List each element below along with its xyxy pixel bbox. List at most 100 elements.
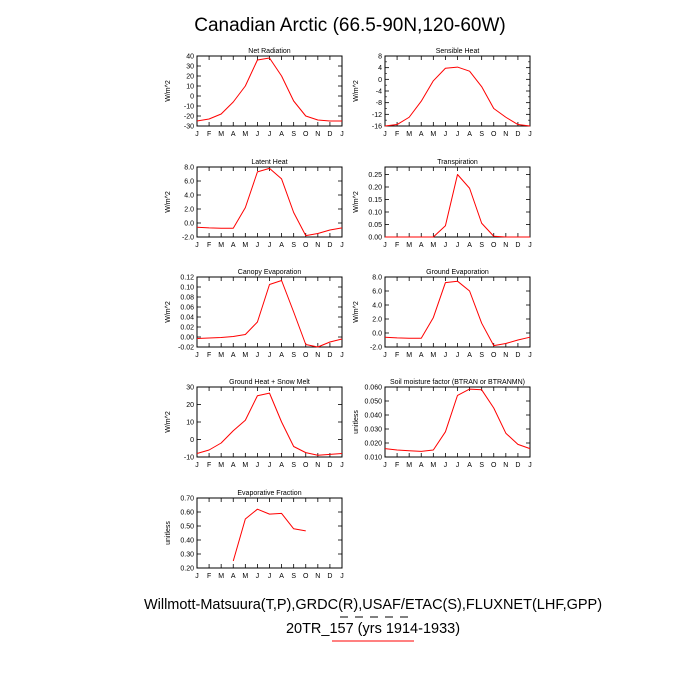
canopy-evaporation-xtick-label: N [315, 352, 320, 359]
latent-heat-xtick-label: O [303, 242, 309, 249]
canopy-evaporation-xtick-label: F [207, 352, 211, 359]
soil-moisture-factor-btran-or-btranmn-xtick-label: N [503, 462, 508, 469]
canopy-evaporation-xtick-label: M [218, 352, 224, 359]
canopy-evaporation-ytick-label: 0.08 [180, 295, 194, 302]
ground-evaporation-ytick-label: 4.0 [372, 303, 382, 310]
canopy-evaporation-title: Canopy Evaporation [238, 269, 302, 276]
canopy-evaporation-series-line [196, 280, 343, 348]
ground-evaporation-ytick-label: 0.0 [372, 331, 382, 338]
net-radiation-ytick-label: 20 [186, 74, 194, 81]
evaporative-fraction-xtick-label: A [231, 573, 236, 580]
soil-moisture-factor-btran-or-btranmn-xtick-label: F [395, 462, 399, 469]
net-radiation-ytick-label: 0 [190, 94, 194, 101]
transpiration-title: Transpiration [437, 159, 478, 166]
evaporative-fraction-ytick-label: 0.20 [180, 566, 194, 573]
latent-heat-xtick-label: S [291, 242, 296, 249]
transpiration-ytick-label: 0.10 [368, 210, 382, 217]
ground-evaporation-xtick-label: J [444, 352, 448, 359]
net-radiation-ytick-label: 10 [186, 84, 194, 91]
ground-evaporation-ytick-label: 6.0 [372, 289, 382, 296]
soil-moisture-factor-btran-or-btranmn-xtick-label: J [528, 462, 532, 469]
sensible-heat-xtick-label: A [419, 131, 424, 138]
ground-heat-snow-melt-title: Ground Heat + Snow Melt [229, 379, 310, 386]
net-radiation-xtick-label: M [218, 131, 224, 138]
ground-heat-snow-melt-xtick-label: J [195, 462, 199, 469]
transpiration-xtick-label: A [419, 242, 424, 249]
canopy-evaporation-xtick-label: J [256, 352, 260, 359]
latent-heat-ytick-label: 8.0 [184, 165, 194, 172]
latent-heat-ytick-label: -2.0 [182, 235, 194, 242]
ground-evaporation-ylabel: W/m^2 [353, 301, 360, 323]
evaporative-fraction-ylabel: unitless [165, 521, 172, 545]
figure-title: Canadian Arctic (66.5-90N,120-60W) [194, 15, 506, 36]
ground-evaporation-ytick-label: -2.0 [370, 345, 382, 352]
canopy-evaporation-xtick-label: D [327, 352, 332, 359]
net-radiation-xtick-label: J [195, 131, 199, 138]
evaporative-fraction-series-line [232, 508, 306, 562]
transpiration-ytick-label: 0.25 [368, 172, 382, 179]
soil-moisture-factor-btran-or-btranmn-title: Soil moisture factor (BTRAN or BTRANMN) [390, 379, 525, 386]
panel-canopy-evaporation: Canopy Evaporation W/m^2 -0.02 0.00 0.02 0.04… [165, 269, 344, 359]
canopy-evaporation-ytick-label: 0.00 [180, 335, 194, 342]
ground-heat-snow-melt-xtick-label: D [327, 462, 332, 469]
ground-evaporation-xtick-label: J [383, 352, 387, 359]
transpiration-xtick-label: J [528, 242, 532, 249]
sensible-heat-ytick-label: 4 [378, 65, 382, 72]
soil-moisture-factor-btran-or-btranmn-xtick-label: J [456, 462, 460, 469]
ground-heat-snow-melt-xtick-label: M [218, 462, 224, 469]
ground-heat-snow-melt-xtick-label: J [268, 462, 272, 469]
evaporative-fraction-xtick-label: O [303, 573, 309, 580]
soil-moisture-factor-btran-or-btranmn-xtick-label: A [419, 462, 424, 469]
canopy-evaporation-ytick-label: 0.12 [180, 275, 194, 282]
ground-evaporation-xtick-label: O [491, 352, 497, 359]
transpiration-series-line [385, 174, 530, 238]
latent-heat-series-line [196, 167, 343, 237]
evaporative-fraction-xtick-label: N [315, 573, 320, 580]
canopy-evaporation-ytick-label: 0.04 [180, 315, 194, 322]
canopy-evaporation-ytick-label: 0.06 [180, 305, 194, 312]
sensible-heat-xtick-label: N [503, 131, 508, 138]
latent-heat-xtick-label: J [256, 242, 260, 249]
ground-evaporation-xtick-label: N [503, 352, 508, 359]
sensible-heat-xtick-label: J [528, 131, 532, 138]
transpiration-ytick-label: 0.00 [368, 235, 382, 242]
ground-evaporation-xtick-label: D [515, 352, 520, 359]
net-radiation-xtick-label: J [268, 131, 272, 138]
ground-heat-snow-melt-xtick-label: J [256, 462, 260, 469]
net-radiation-ytick-label: 40 [186, 54, 194, 61]
ground-evaporation-xtick-label: J [528, 352, 532, 359]
ground-heat-snow-melt-xtick-label: A [231, 462, 236, 469]
evaporative-fraction-ytick-label: 0.30 [180, 552, 194, 559]
canopy-evaporation-frame [196, 276, 343, 348]
soil-moisture-factor-btran-or-btranmn-xtick-label: S [479, 462, 484, 469]
net-radiation-title: Net Radiation [248, 48, 291, 55]
evaporative-fraction-ytick-label: 0.60 [180, 510, 194, 517]
ground-heat-snow-melt-xtick-label: F [207, 462, 211, 469]
evaporative-fraction-ytick-label: 0.50 [180, 524, 194, 531]
sensible-heat-xtick-label: F [395, 131, 399, 138]
ground-heat-snow-melt-ylabel: W/m^2 [165, 411, 172, 433]
canopy-evaporation-xtick-label: M [242, 352, 248, 359]
ground-evaporation-xtick-label: A [419, 352, 424, 359]
panel-evaporative-fraction: Evaporative Fraction unitless 0.20 0.30 0.40… [165, 490, 344, 580]
net-radiation-xtick-label: O [303, 131, 309, 138]
evaporative-fraction-xtick-label: S [291, 573, 296, 580]
transpiration-xtick-label: S [479, 242, 484, 249]
net-radiation-xtick-label: A [231, 131, 236, 138]
net-radiation-xtick-label: J [340, 131, 344, 138]
soil-moisture-factor-btran-or-btranmn-ytick-label: 0.060 [364, 385, 382, 392]
ground-heat-snow-melt-frame [196, 386, 343, 458]
latent-heat-xtick-label: M [218, 242, 224, 249]
soil-moisture-factor-btran-or-btranmn-xtick-label: M [406, 462, 412, 469]
soil-moisture-factor-btran-or-btranmn-xtick-label: D [515, 462, 520, 469]
soil-moisture-factor-btran-or-btranmn-xtick-label: M [430, 462, 436, 469]
evaporative-fraction-xtick-label: M [242, 573, 248, 580]
sensible-heat-frame [384, 55, 531, 127]
net-radiation-ylabel: W/m^2 [165, 80, 172, 102]
evaporative-fraction-xtick-label: J [195, 573, 199, 580]
latent-heat-ytick-label: 4.0 [184, 193, 194, 200]
soil-moisture-factor-btran-or-btranmn-series-line [384, 388, 531, 452]
transpiration-frame [384, 166, 531, 238]
canopy-evaporation-xtick-label: J [340, 352, 344, 359]
